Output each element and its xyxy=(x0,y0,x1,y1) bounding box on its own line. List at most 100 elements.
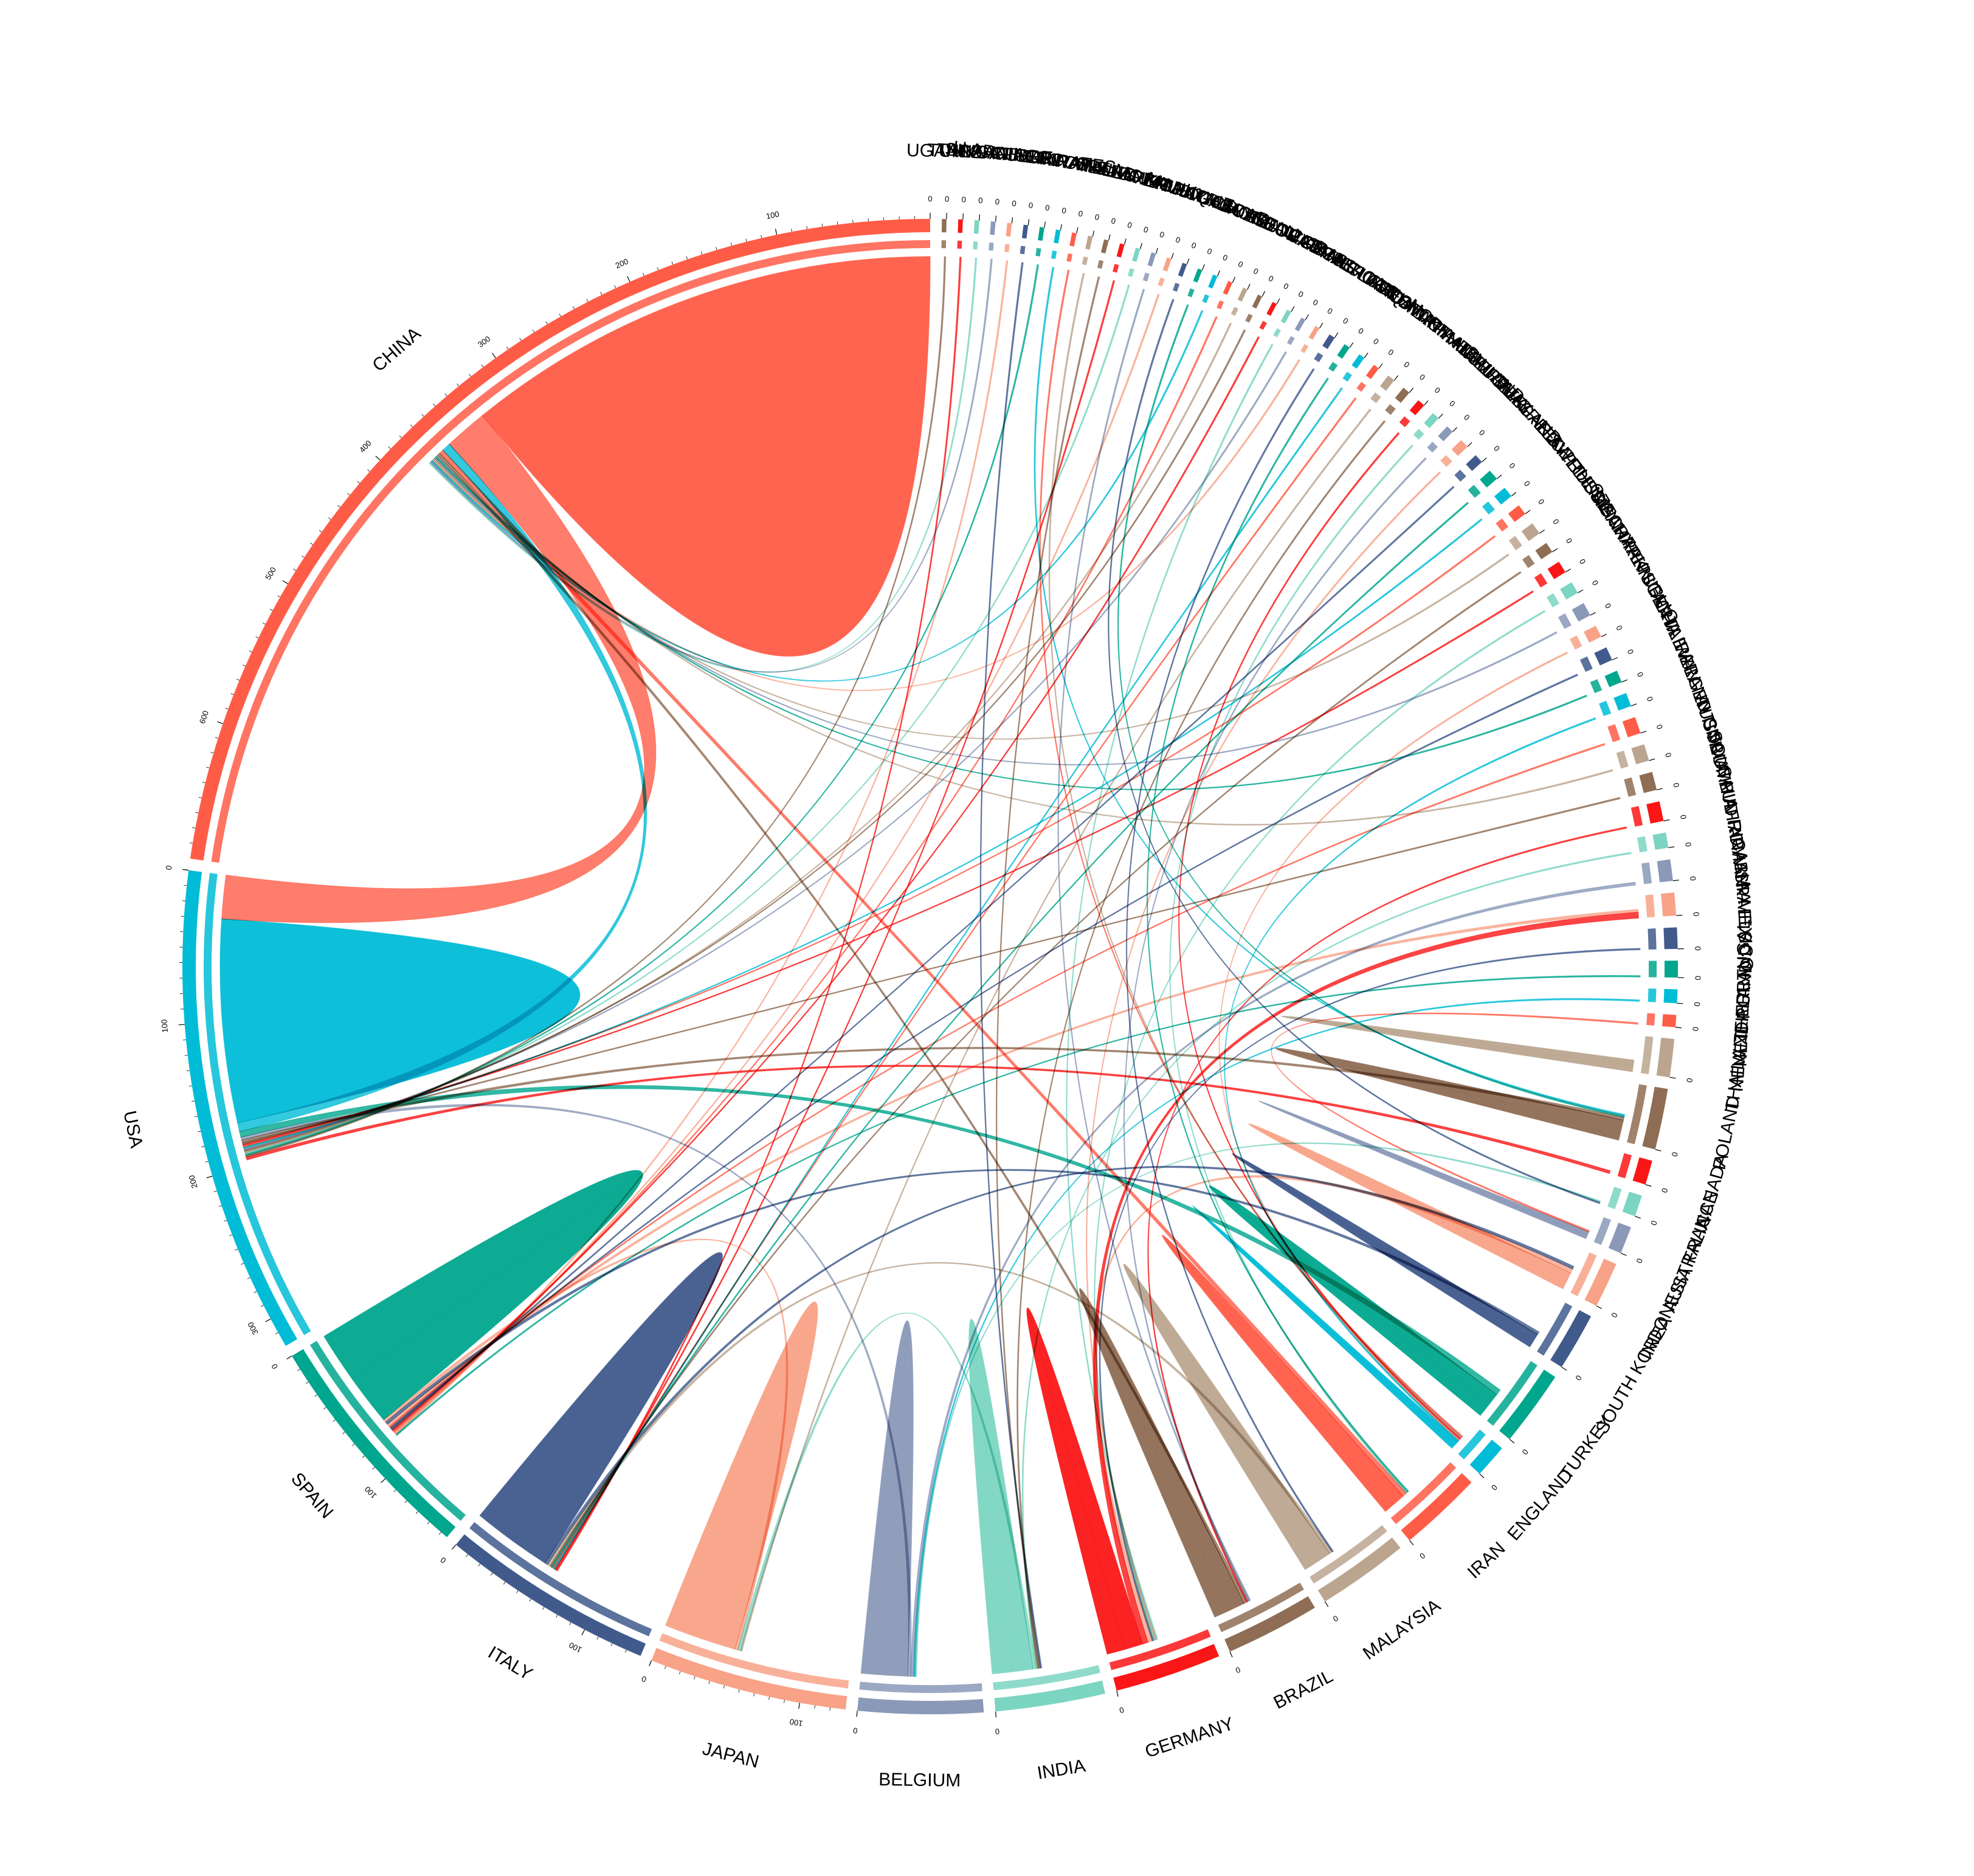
axis-tick-label: 0 xyxy=(1507,461,1517,470)
axis-tick xyxy=(1631,703,1637,706)
axis-minor-tick xyxy=(342,1432,345,1434)
sector-inner-track xyxy=(1342,371,1352,382)
sector-inner-track xyxy=(1113,264,1119,273)
axis-tick-label: 0 xyxy=(1634,1257,1644,1264)
sector-inner-track xyxy=(1496,518,1509,532)
axis-tick-label: 0 xyxy=(1671,782,1681,788)
chord-link xyxy=(481,256,931,657)
axis-tick-label: 300 xyxy=(246,1320,260,1336)
axis-tick xyxy=(1409,1540,1414,1546)
sector-arc xyxy=(1317,1537,1401,1602)
sector-inner-track xyxy=(1051,250,1057,260)
chord-link xyxy=(241,1047,1625,1143)
axis-tick-label: 0 xyxy=(1387,347,1396,357)
chord-link xyxy=(392,316,1218,1433)
sector-arc xyxy=(1409,400,1424,416)
axis-tick-label: 0 xyxy=(1110,216,1117,226)
axis-minor-tick xyxy=(679,1671,681,1675)
axis-tick xyxy=(1060,224,1062,230)
chord-link xyxy=(1099,948,1641,1642)
chord-link xyxy=(1169,444,1414,1494)
axis-tick xyxy=(1140,243,1142,249)
sector-name-label: MEXICO xyxy=(1734,899,1756,972)
axis-tick-label: 0 xyxy=(1119,1705,1125,1715)
sector-arc xyxy=(1224,1596,1315,1652)
axis-tick-label: 0 xyxy=(1234,1665,1242,1675)
axis-minor-tick xyxy=(236,678,240,681)
axis-minor-tick xyxy=(686,256,688,260)
axis-minor-tick xyxy=(314,1395,317,1397)
axis-tick xyxy=(1649,758,1655,761)
axis-minor-tick xyxy=(297,1368,300,1371)
axis-minor-tick xyxy=(700,251,703,255)
axis-tick-label: 400 xyxy=(357,438,373,454)
axis-tick xyxy=(1424,400,1429,406)
axis-tick xyxy=(1217,270,1220,277)
axis-tick-label: 0 xyxy=(1237,259,1244,269)
axis-tick xyxy=(282,580,288,584)
axis-tick xyxy=(1668,846,1675,849)
axis-tick-label: 0 xyxy=(1252,266,1260,277)
chord-link xyxy=(241,796,1621,1145)
axis-tick-label: 100 xyxy=(765,209,780,221)
sector-name-label: BRAZIL xyxy=(1271,1666,1336,1713)
axis-tick xyxy=(1229,1651,1233,1658)
axis-tick xyxy=(1509,1439,1515,1444)
axis-minor-tick xyxy=(572,306,575,309)
sector-inner-track xyxy=(1356,382,1367,392)
sector-arc xyxy=(1584,626,1601,643)
sector-inner-track xyxy=(1486,1360,1537,1426)
sector-inner-track xyxy=(1427,441,1438,453)
axis-tick-label: 0 xyxy=(853,1726,858,1736)
axis-tick-label: 0 xyxy=(1573,1374,1584,1382)
chord-link xyxy=(913,998,1640,1677)
sector-name-label: INDIA xyxy=(1036,1756,1087,1783)
axis-minor-tick xyxy=(433,403,436,407)
axis-minor-tick xyxy=(624,1649,627,1653)
sector-inner-track xyxy=(1259,320,1267,330)
sector-inner-track xyxy=(309,1340,466,1521)
sector-inner-track xyxy=(1607,1187,1622,1210)
chord-link xyxy=(1209,1185,1497,1416)
chord-link xyxy=(243,351,1288,1151)
axis-minor-tick xyxy=(213,1190,217,1192)
axis-tick-label: 0 xyxy=(1094,212,1100,222)
sector-arc xyxy=(1631,744,1649,765)
axis-minor-tick xyxy=(643,272,644,276)
axis-minor-tick xyxy=(310,542,313,545)
axis-tick xyxy=(1645,1184,1652,1187)
axis-minor-tick xyxy=(362,1455,365,1458)
axis-tick-label: 0 xyxy=(1663,751,1673,758)
axis-tick xyxy=(1155,247,1158,254)
axis-tick-label: 0 xyxy=(1626,648,1636,656)
chord-link xyxy=(860,1320,914,1677)
sector-inner-track xyxy=(1273,328,1281,337)
axis-tick xyxy=(1124,238,1127,245)
chord-link xyxy=(1271,1012,1638,1233)
axis-tick-label: 0 xyxy=(1679,814,1688,820)
sector-arc xyxy=(1208,274,1218,289)
chord-link xyxy=(390,486,1455,1431)
axis-tick-label: 0 xyxy=(1645,695,1655,703)
sector-arc xyxy=(1632,1157,1652,1185)
sector-arc xyxy=(1663,988,1678,1004)
sector-inner-track xyxy=(1637,836,1648,853)
axis-minor-tick xyxy=(215,737,218,739)
axis-minor-tick xyxy=(192,827,196,829)
axis-tick-label: 0 xyxy=(1061,205,1067,215)
sector-arc xyxy=(1622,717,1641,737)
sector-arc xyxy=(1266,302,1277,316)
sector-arc xyxy=(1594,647,1612,666)
sector-inner-track xyxy=(1097,260,1104,269)
axis-tick xyxy=(1482,457,1487,463)
axis-tick-label: 0 xyxy=(1685,1077,1694,1083)
chord-link xyxy=(1016,420,1386,1669)
axis-minor-tick xyxy=(457,383,460,387)
sector-inner-track xyxy=(1627,1084,1647,1145)
axis-tick xyxy=(1525,509,1531,514)
axis-tick-label: 0 xyxy=(438,1555,447,1565)
chord-link xyxy=(388,743,1606,1429)
chord-link xyxy=(737,1312,1037,1670)
sector-inner-track xyxy=(1066,253,1073,262)
sector-inner-track xyxy=(1631,805,1643,827)
